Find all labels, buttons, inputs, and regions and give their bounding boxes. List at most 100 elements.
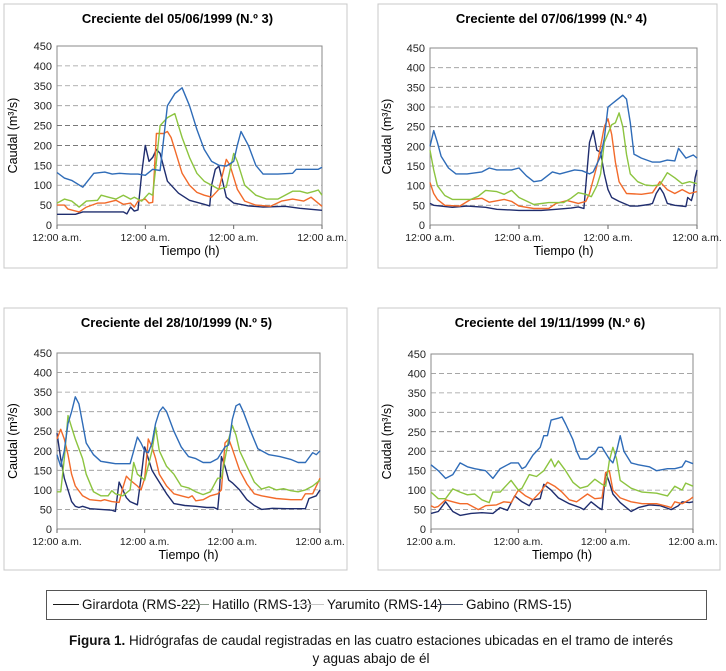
- y-tick-label: 0: [46, 524, 52, 536]
- y-tick-label: 150: [34, 465, 52, 477]
- y-tick-label: 350: [408, 388, 426, 400]
- x-tick-label: 12:00 a.m.: [121, 232, 171, 244]
- y-tick-label: 200: [408, 446, 426, 458]
- y-tick-label: 350: [407, 82, 425, 94]
- figure-caption: Figura 1. Hidrógrafas de caudal registra…: [0, 632, 726, 650]
- x-tick-label: 12:00 a.m.: [32, 536, 82, 548]
- series-line-girardota: [429, 129, 698, 212]
- y-tick-label: 400: [407, 63, 425, 75]
- series-line-girardota: [57, 144, 323, 215]
- y-tick-label: 250: [34, 426, 52, 438]
- caption-label: Figura 1.: [68, 633, 126, 648]
- plot-area: [429, 47, 698, 226]
- legend-label: Girardota (RMS-22): [82, 597, 201, 612]
- x-tick-label: 12:00 a.m.: [583, 232, 633, 244]
- x-tick-label: 12:00 a.m.: [208, 536, 258, 548]
- x-tick-label: 12:00 a.m.: [405, 232, 455, 244]
- series-line-gabino: [56, 87, 323, 188]
- series-line-gabino: [430, 416, 694, 480]
- y-tick-label: 350: [34, 81, 52, 93]
- x-tick-label: 12:00 a.m.: [32, 232, 82, 244]
- x-tick-label: 12:00 a.m.: [672, 232, 722, 244]
- series-line-yarumito: [57, 414, 321, 497]
- legend: Girardota (RMS-22) Hatillo (RMS-13) Yaru…: [46, 590, 707, 620]
- y-tick-label: 150: [408, 466, 426, 478]
- y-tick-label: 200: [407, 141, 425, 153]
- chart-panel-3: Creciente del 28/10/1999 (N.º 5) 0 50 100 15…: [3, 307, 348, 571]
- series-line-yarumito: [56, 112, 323, 208]
- chart-panel-2: Creciente del 07/06/1999 (N.º 4) 0 50 100 15…: [377, 3, 722, 269]
- y-tick-label: 100: [407, 181, 425, 193]
- y-tick-label: 250: [408, 427, 426, 439]
- x-tick-label: 12:00 a.m.: [494, 232, 544, 244]
- y-tick-label: 150: [34, 160, 52, 172]
- y-tick-label: 100: [408, 485, 426, 497]
- plot-area: [56, 45, 323, 226]
- chart-title: Creciente del 07/06/1999 (N.º 4): [456, 11, 647, 26]
- legend-item-girardota: Girardota (RMS-22): [53, 597, 201, 612]
- legend-label: Gabino (RMS-15): [466, 597, 572, 612]
- x-tick-label: 12:00 a.m.: [406, 536, 456, 548]
- y-tick-label: 100: [34, 485, 52, 497]
- y-tick-label: 400: [34, 61, 52, 73]
- y-tick-label: 200: [34, 140, 52, 152]
- y-tick-label: 50: [413, 200, 425, 212]
- y-tick-label: 250: [34, 121, 52, 133]
- y-tick-label: 450: [407, 43, 425, 55]
- figure-caption-line2: y aguas abajo de él: [312, 651, 430, 666]
- series-line-hatillo: [430, 470, 694, 511]
- y-tick-label: 250: [407, 122, 425, 134]
- y-axis-label: Caudal (m³/s): [380, 99, 394, 175]
- y-tick-label: 100: [34, 180, 52, 192]
- legend-label: Yarumito (RMS-14): [327, 597, 443, 612]
- y-tick-label: 300: [408, 407, 426, 419]
- x-axis-label: Tiempo (h): [534, 244, 594, 258]
- y-tick-label: 0: [419, 220, 425, 232]
- hydrograph-figure: Creciente del 05/06/1999 (N.º 3) 0 50 100 15…: [3, 3, 722, 571]
- legend-item-yarumito: Yarumito (RMS-14): [298, 597, 442, 612]
- chart-panel-1: Creciente del 05/06/1999 (N.º 3) 0 50 100 15…: [3, 3, 348, 269]
- x-tick-label: 12:00 a.m.: [295, 536, 345, 548]
- y-axis-label: Caudal (m³/s): [380, 404, 394, 480]
- y-tick-label: 150: [407, 161, 425, 173]
- legend-line-girardota: [53, 604, 79, 605]
- y-tick-label: 0: [420, 524, 426, 536]
- series-line-girardota: [56, 433, 321, 513]
- y-tick-label: 0: [46, 220, 52, 232]
- y-tick-label: 200: [34, 446, 52, 458]
- plot-area: [56, 352, 321, 530]
- x-axis-label: Tiempo (h): [532, 548, 592, 562]
- x-tick-label: 12:00 a.m.: [581, 536, 631, 548]
- y-tick-label: 450: [34, 41, 52, 53]
- y-tick-label: 50: [40, 504, 52, 516]
- y-tick-label: 450: [408, 349, 426, 361]
- y-tick-label: 300: [407, 102, 425, 114]
- x-axis-label: Tiempo (h): [159, 548, 219, 562]
- x-tick-label: 12:00 a.m.: [209, 232, 259, 244]
- y-tick-label: 400: [408, 368, 426, 380]
- x-tick-label: 12:00 a.m.: [494, 536, 544, 548]
- series-line-gabino: [429, 94, 698, 183]
- legend-item-gabino: Gabino (RMS-15): [437, 597, 572, 612]
- series-line-hatillo: [56, 428, 321, 504]
- legend-line-hatillo: [183, 604, 209, 605]
- y-tick-label: 450: [34, 348, 52, 360]
- series-line-hatillo: [57, 130, 323, 213]
- x-tick-label: 12:00 a.m.: [120, 536, 170, 548]
- plot-area: [430, 353, 694, 530]
- y-tick-label: 350: [34, 387, 52, 399]
- x-tick-label: 12:00 a.m.: [297, 232, 347, 244]
- chart-title: Creciente del 19/11/1999 (N.º 6): [455, 315, 645, 330]
- caption-text-line1: Hidrógrafas de caudal registradas en las…: [125, 633, 674, 648]
- legend-label: Hatillo (RMS-13): [212, 597, 312, 612]
- chart-title: Creciente del 28/10/1999 (N.º 5): [81, 315, 272, 330]
- x-axis-label: Tiempo (h): [160, 244, 220, 258]
- legend-line-gabino: [437, 604, 463, 605]
- x-tick-label: 12:00 a.m.: [668, 536, 718, 548]
- y-tick-label: 400: [34, 368, 52, 380]
- y-axis-label: Caudal (m³/s): [6, 98, 20, 174]
- y-tick-label: 50: [414, 505, 426, 517]
- series-line-yarumito: [430, 446, 694, 504]
- series-line-gabino: [56, 396, 321, 468]
- series-line-yarumito: [429, 112, 698, 206]
